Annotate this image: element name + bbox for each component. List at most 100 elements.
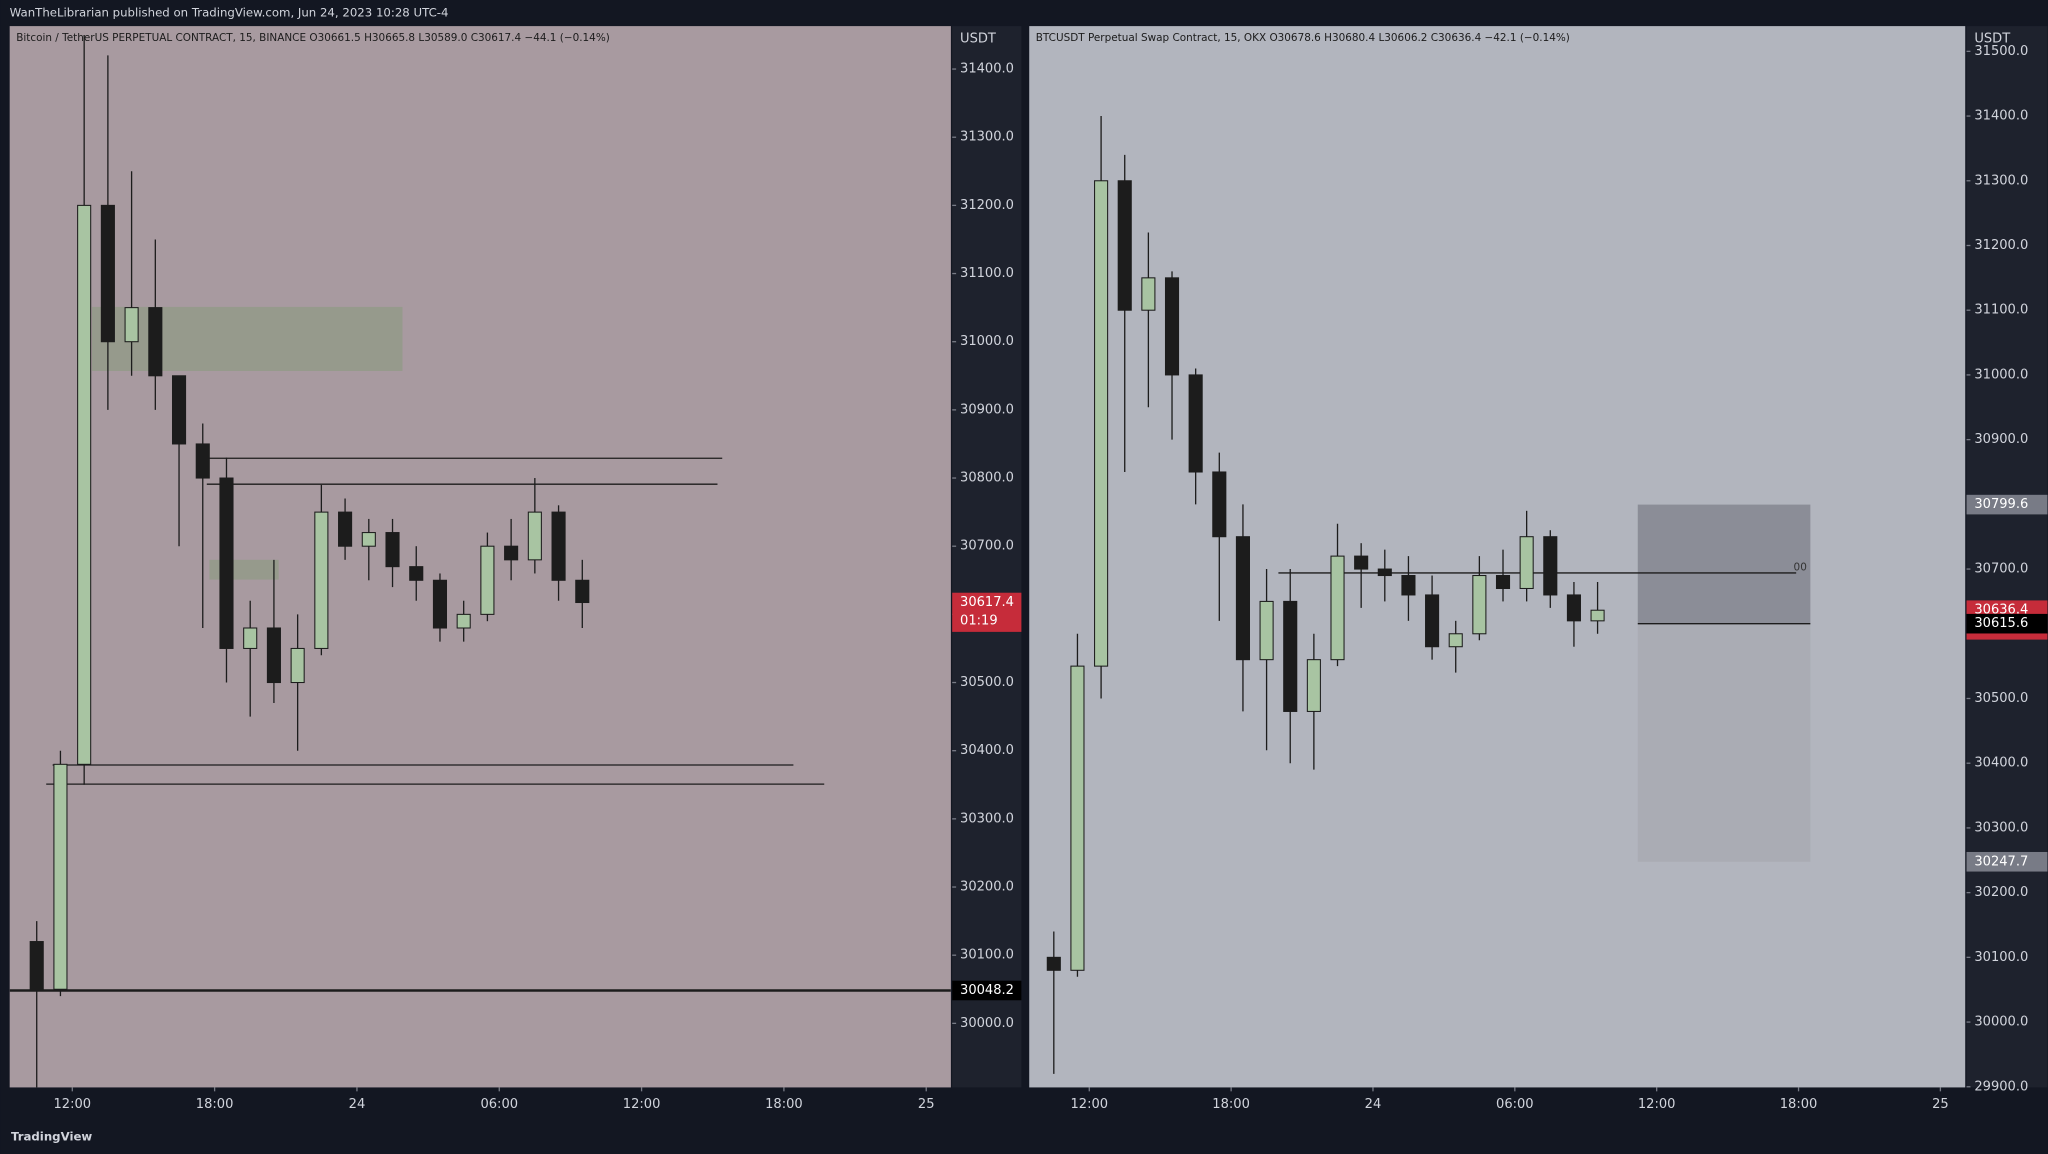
candle-body: [1141, 277, 1156, 311]
plot: [9, 34, 951, 1088]
candle-body: [1306, 659, 1321, 712]
candle-body: [266, 627, 281, 684]
candle-body: [1212, 471, 1227, 538]
y-tick-label: 30200.0: [1974, 885, 2028, 900]
candle-body: [124, 307, 139, 343]
price-axis: [1966, 26, 2048, 1088]
plot: 00: [1046, 116, 1811, 1074]
y-tick-label: 30700.0: [960, 539, 1014, 554]
candle-body: [1259, 600, 1274, 661]
candle-body: [1495, 575, 1511, 589]
candle-body: [290, 647, 305, 684]
candle-body: [1401, 575, 1416, 596]
candle-body: [1590, 609, 1605, 622]
candle-body: [1425, 594, 1440, 648]
y-tick-label: 30800.0: [960, 471, 1014, 486]
y-tick-label: 31400.0: [1974, 109, 2028, 124]
y-tick-label: 30400.0: [960, 743, 1014, 758]
candle-body: [314, 511, 329, 649]
price-label: [952, 592, 1022, 632]
y-tick-label: 31200.0: [960, 198, 1014, 213]
candle-body: [1472, 575, 1487, 635]
x-tick-label: 24: [349, 1097, 366, 1112]
y-tick-label: 30000.0: [960, 1016, 1014, 1031]
price-axis: [952, 26, 1022, 1088]
candle-body: [385, 532, 400, 568]
y-tick-label: 29900.0: [1974, 1079, 2028, 1094]
price-label: [1966, 851, 2048, 872]
candle-body: [1519, 536, 1534, 589]
candle-body: [29, 941, 44, 990]
chart-legend: BTCUSDT Perpetual Swap Contract, 15, OKX…: [1036, 32, 1570, 44]
candle-body: [361, 532, 376, 547]
candle-body: [504, 545, 519, 561]
zone: [1637, 504, 1811, 624]
price-label: [952, 980, 1022, 1001]
x-tick-label: 12:00: [1070, 1097, 1108, 1112]
candle-body: [480, 545, 495, 615]
y-tick-label: 31100.0: [960, 266, 1014, 281]
footer-brand: TradingView: [11, 1130, 92, 1144]
y-tick-label: 30900.0: [1974, 432, 2028, 447]
candle-body: [338, 511, 353, 547]
candle-body: [1235, 536, 1250, 661]
price-label: [1966, 613, 2048, 634]
x-tick-label: 25: [1932, 1097, 1949, 1112]
y-tick-label: 30300.0: [1974, 820, 2028, 835]
candle-body: [1188, 374, 1203, 473]
plot-background: [1029, 26, 1966, 1088]
price-label: [1966, 494, 2048, 515]
y-tick-label: 31500.0: [1974, 44, 2028, 59]
candle-body: [1164, 277, 1180, 376]
candle-body: [100, 204, 115, 343]
price-label-text: 30247.7: [1974, 854, 2028, 869]
y-tick-label: 30900.0: [960, 402, 1014, 417]
y-tick-label: 31000.0: [960, 334, 1014, 349]
price-label-text: 30799.6: [1974, 497, 2028, 512]
candle-body: [527, 511, 542, 561]
y-tick-label: 30500.0: [1974, 691, 2028, 706]
candle-body: [1283, 600, 1298, 712]
countdown: 01:19: [960, 613, 998, 628]
currency: USDT: [960, 32, 996, 47]
x-tick-label: 06:00: [480, 1097, 518, 1112]
y-tick-label: 31100.0: [1974, 303, 2028, 318]
x-tick-label: 24: [1365, 1097, 1382, 1112]
currency: USDT: [1974, 32, 2010, 47]
candle-body: [409, 566, 424, 581]
y-tick-label: 30100.0: [960, 948, 1014, 963]
x-tick-label: 18:00: [1780, 1097, 1818, 1112]
publish-info: WanTheLibrarian published on TradingView…: [10, 6, 449, 20]
y-tick-label: 31300.0: [960, 130, 1014, 145]
candle-body: [1330, 555, 1345, 661]
candle-body: [1448, 633, 1463, 648]
line-label: 00: [1794, 562, 1807, 574]
candle-body: [1070, 665, 1085, 971]
y-tick-label: 30000.0: [1974, 1015, 2028, 1030]
y-tick-label: 31400.0: [960, 62, 1014, 77]
candle-body: [1543, 536, 1558, 596]
candle-body: [1566, 594, 1581, 622]
candle-body: [1094, 180, 1109, 667]
candle-body: [77, 204, 92, 765]
y-tick-label: 30500.0: [960, 675, 1014, 690]
price-label-text: 30617.4: [960, 595, 1014, 610]
y-tick-label: 30400.0: [1974, 756, 2028, 771]
x-tick-label: 18:00: [1212, 1097, 1250, 1112]
candle-body: [551, 511, 566, 581]
candle-body: [53, 763, 68, 990]
price-label-text: 30048.2: [960, 983, 1014, 998]
x-tick-label: 18:00: [765, 1097, 803, 1112]
y-tick-label: 30100.0: [1974, 950, 2028, 965]
candle-body: [243, 627, 258, 649]
chart-legend: Bitcoin / TetherUS PERPETUAL CONTRACT, 1…: [16, 32, 610, 44]
y-tick-label: 31300.0: [1974, 173, 2028, 188]
candle-body: [219, 477, 234, 649]
candle-body: [1377, 568, 1392, 577]
candle-body: [575, 579, 590, 604]
candle-body: [1046, 956, 1061, 971]
zone: [1637, 623, 1811, 862]
price-label-text: 30615.6: [1974, 616, 2028, 631]
